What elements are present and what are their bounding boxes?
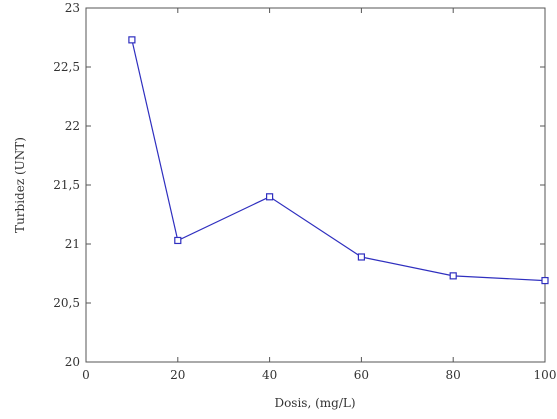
y-axis: 20 20,5 21 21,5 22 22,5 23 xyxy=(53,1,545,369)
x-tick-label: 20 xyxy=(170,368,185,382)
x-tick-label: 60 xyxy=(354,368,369,382)
x-axis-label: Dosis, (mg/L) xyxy=(274,396,355,410)
data-point xyxy=(541,276,549,285)
y-axis-label: Turbidez (UNT) xyxy=(13,137,27,233)
series-line xyxy=(131,39,546,282)
x-tick-label: 0 xyxy=(82,368,90,382)
x-tick-label: 80 xyxy=(446,368,461,382)
plot-frame xyxy=(85,7,546,363)
x-tick-label: 100 xyxy=(534,368,557,382)
x-tick-label: 40 xyxy=(262,368,277,382)
y-tick-label: 23 xyxy=(65,1,80,15)
data-point xyxy=(357,253,365,261)
x-axis: 0 20 40 60 80 100 xyxy=(82,8,556,382)
data-point xyxy=(174,236,182,245)
data-point xyxy=(449,272,457,280)
y-tick-label: 21,5 xyxy=(53,178,80,192)
y-tick-label: 20 xyxy=(65,355,80,369)
y-tick-label: 22,5 xyxy=(53,60,80,74)
y-tick-label: 22 xyxy=(65,119,80,133)
series-layer xyxy=(128,36,549,285)
y-tick-label: 20,5 xyxy=(53,296,80,310)
data-point xyxy=(266,193,274,201)
data-point xyxy=(128,36,136,44)
y-tick-label: 21 xyxy=(65,237,80,251)
